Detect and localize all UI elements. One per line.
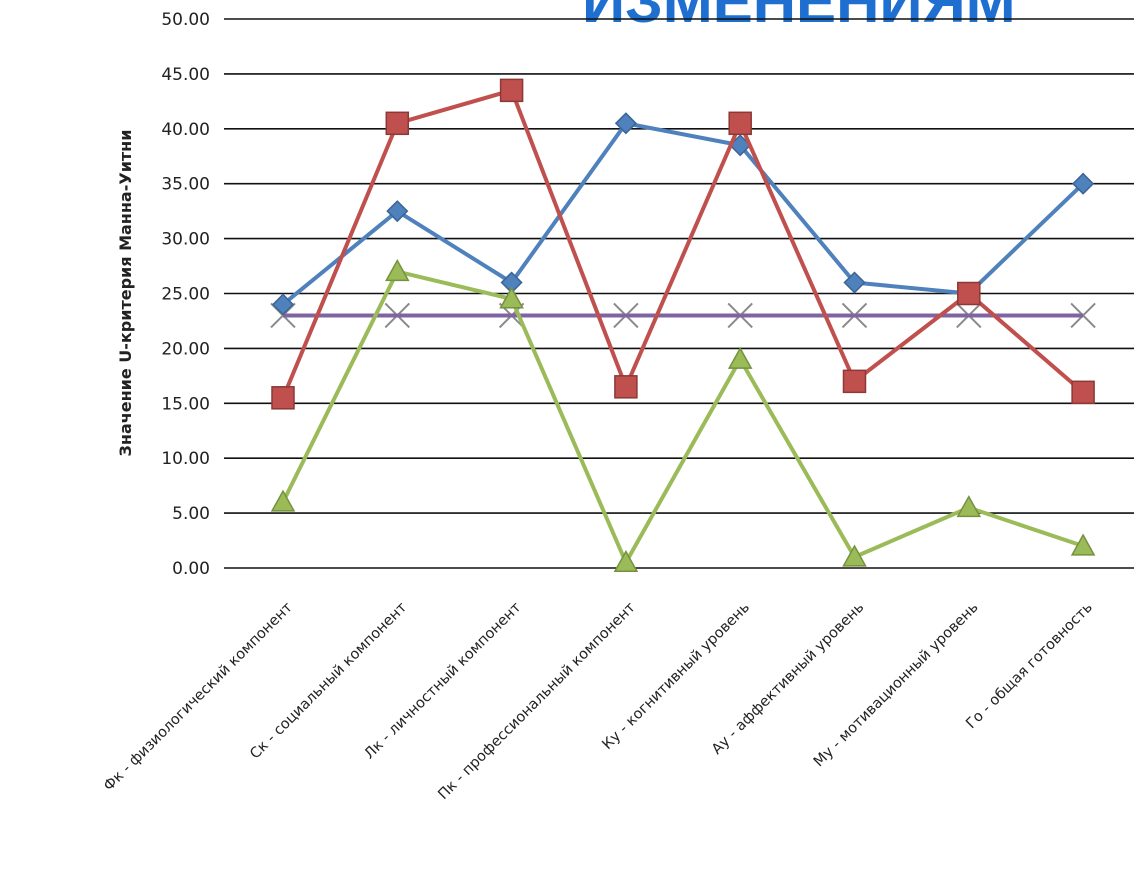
data-point-triangle [499, 286, 524, 309]
data-point-square [728, 111, 752, 136]
data-point-triangle [270, 489, 296, 512]
data-point-square [385, 111, 410, 136]
data-point-square [957, 281, 981, 306]
x-category-label: Пк - профессиональный компонент [435, 599, 639, 803]
y-tick-label: 30.00 [161, 230, 210, 250]
gridlines [224, 18, 1134, 569]
y-tick-label: 25.00 [161, 285, 210, 305]
series-line [281, 269, 1084, 565]
series-line [281, 121, 1085, 307]
data-point-diamond [614, 112, 637, 135]
data-point-triangle [956, 495, 982, 518]
y-tick-label: 20.00 [161, 339, 210, 359]
y-tick-label: 0.00 [172, 559, 210, 579]
y-tick-label: 5.00 [172, 504, 210, 524]
data-point-diamond [1072, 172, 1095, 195]
series-square [271, 78, 1095, 410]
data-point-square [842, 369, 867, 394]
y-tick-label: 40.00 [161, 120, 210, 140]
x-category-label: Фк - физиологический компонент [101, 599, 296, 794]
series-line [281, 88, 1085, 399]
series-x [270, 302, 1096, 329]
data-point-triangle [613, 549, 639, 573]
slide-heading: ИЗМЕНЕНИЯМ [582, 0, 1016, 35]
y-tick-label: 45.00 [161, 65, 210, 85]
data-point-diamond [386, 200, 409, 223]
y-tick-label: 15.00 [161, 394, 210, 414]
data-point-diamond [271, 293, 295, 316]
data-point-triangle [1070, 533, 1096, 556]
data-point-square [614, 375, 638, 399]
data-point-square [271, 386, 295, 410]
x-category-label: Го - общая готовность [963, 600, 1096, 733]
series-group [270, 78, 1096, 573]
series-triangle [270, 258, 1096, 573]
data-point-triangle [727, 346, 753, 369]
y-tick-label: 50.00 [161, 10, 210, 30]
y-tick-label: 10.00 [161, 449, 210, 469]
data-point-diamond [843, 271, 866, 294]
y-axis-title: Значение U-критерия Манна-Уитни [116, 130, 135, 457]
y-tick-label: 35.00 [161, 175, 210, 195]
y-axis-ticks: 0.00 5.00 10.00 15.00 20.00 25.00 30.00 35.00 40… [161, 10, 210, 579]
data-point-square [499, 78, 524, 103]
data-point-square [1071, 380, 1095, 405]
data-point-triangle [385, 258, 410, 282]
data-point-triangle [842, 544, 867, 567]
